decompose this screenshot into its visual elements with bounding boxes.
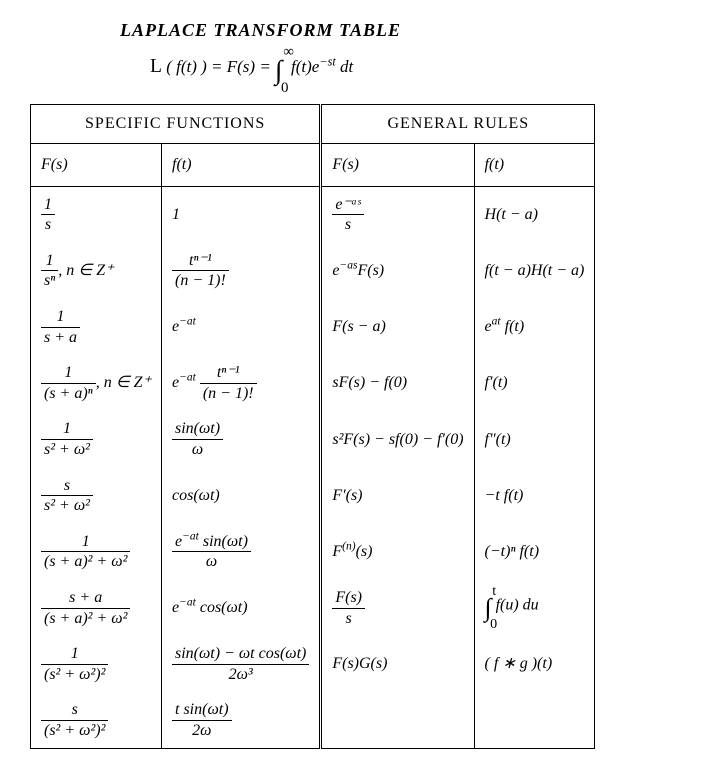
fs-cell: F′(s) <box>321 468 474 524</box>
fs-cell: s²F(s) − sf(0) − f′(0) <box>321 411 474 467</box>
fs-post: (s) <box>356 543 373 560</box>
general-header: GENERAL RULES <box>321 105 595 144</box>
fs-cell: sF(s) − f(0) <box>321 355 474 411</box>
fs-frac: 1(s² + ω²)² <box>41 645 108 683</box>
table-row: 1(s + a)ⁿ, n ∈ Z⁺ e−at tⁿ⁻¹(n − 1)! sF(s… <box>31 355 595 411</box>
fs-frac: 1sⁿ <box>41 252 58 290</box>
fs-frac: s(s² + ω²)² <box>41 701 108 739</box>
fs-pre: F <box>332 543 342 560</box>
table-row: 1s² + ω² sin(ωt)ω s²F(s) − sf(0) − f′(0)… <box>31 411 595 467</box>
table-row: ss² + ω² cos(ωt) F′(s) −t f(t) <box>31 468 595 524</box>
ft-cell: ( f ∗ g )(t) <box>474 636 595 692</box>
ft-pre: e <box>485 318 492 335</box>
ft-frac: tⁿ⁻¹(n − 1)! <box>200 364 257 402</box>
laplace-table: SPECIFIC FUNCTIONS GENERAL RULES F(s) f(… <box>30 104 595 749</box>
fs-frac: 1s <box>41 196 55 234</box>
fs-note: , n ∈ Z⁺ <box>58 262 113 279</box>
table-row: s(s² + ω²)² t sin(ωt)2ω <box>31 692 595 749</box>
table-row: 1s 1 e⁻ᵃˢs H(t − a) <box>31 186 595 243</box>
fs-frac: e⁻ᵃˢs <box>332 196 363 234</box>
int-body: f(u) du <box>496 597 539 614</box>
fs-frac: F(s)s <box>332 589 365 627</box>
ft-exp: −at <box>179 372 196 384</box>
ft-exp: −at <box>179 316 196 328</box>
fs-frac: 1(s + a)² + ω² <box>41 533 130 571</box>
definition-lhs: ( f(t) ) = F(s) = <box>166 57 271 76</box>
integral-sign: ∫0t <box>485 594 492 622</box>
table-row: 1(s² + ω²)² sin(ωt) − ωt cos(ωt)2ω³ F(s)… <box>31 636 595 692</box>
ft-exp: −at <box>179 597 196 609</box>
laplace-definition: L ( f(t) ) = F(s) = ∫0∞ f(t)e−st dt <box>150 55 695 86</box>
fs-exp: (n) <box>342 541 355 553</box>
empty-cell <box>321 692 474 749</box>
integrand: f(t)e <box>291 57 319 76</box>
col-Fs-specific: F(s) <box>31 144 162 187</box>
fs-post: F(s) <box>357 262 384 279</box>
col-Fs-general: F(s) <box>321 144 474 187</box>
table-row: 1(s + a)² + ω² e−at sin(ωt)ω F(n)(s) (−t… <box>31 524 595 580</box>
ft-frac: t sin(ωt)2ω <box>172 701 232 739</box>
column-header-row: F(s) f(t) F(s) f(t) <box>31 144 595 187</box>
ft-cell: f(t − a)H(t − a) <box>474 243 595 299</box>
section-header-row: SPECIFIC FUNCTIONS GENERAL RULES <box>31 105 595 144</box>
fs-cell: F(s)G(s) <box>321 636 474 692</box>
table-row: 1s + a e−at F(s − a) eat f(t) <box>31 299 595 355</box>
integrand-dt: dt <box>336 57 353 76</box>
fs-frac: 1s² + ω² <box>41 420 93 458</box>
col-ft-specific: f(t) <box>162 144 321 187</box>
ft-cell: cos(ωt) <box>162 468 321 524</box>
fs-cell: F(s − a) <box>321 299 474 355</box>
ft-cell: 1 <box>162 186 321 243</box>
specific-header: SPECIFIC FUNCTIONS <box>31 105 321 144</box>
integrand-exp: −st <box>319 55 335 69</box>
script-l: L <box>150 56 162 77</box>
ft-frac: tⁿ⁻¹(n − 1)! <box>172 252 229 290</box>
table-row: 1sⁿ, n ∈ Z⁺ tⁿ⁻¹(n − 1)! e−asF(s) f(t − … <box>31 243 595 299</box>
fs-frac: 1s + a <box>41 308 80 346</box>
col-ft-general: f(t) <box>474 144 595 187</box>
fs-frac: ss² + ω² <box>41 477 93 515</box>
fs-frac: 1(s + a)ⁿ <box>41 364 96 402</box>
integral-sign: ∫0∞ <box>275 55 282 86</box>
ft-post: cos(ωt) <box>196 599 248 616</box>
ft-exp: at <box>492 316 501 328</box>
ft-cell: H(t − a) <box>474 186 595 243</box>
ft-cell: (−t)ⁿ f(t) <box>474 524 595 580</box>
ft-cell: −t f(t) <box>474 468 595 524</box>
ft-frac: e−at sin(ωt)ω <box>172 533 251 571</box>
fs-frac: s + a(s + a)² + ω² <box>41 589 130 627</box>
fs-exp: −as <box>339 260 357 272</box>
ft-cell: f″(t) <box>474 411 595 467</box>
page-title: LAPLACE TRANSFORM TABLE <box>120 20 695 41</box>
ft-frac: sin(ωt)ω <box>172 420 223 458</box>
ft-post: f(t) <box>501 318 525 335</box>
empty-cell <box>474 692 595 749</box>
ft-cell: f′(t) <box>474 355 595 411</box>
table-row: s + a(s + a)² + ω² e−at cos(ωt) F(s)s ∫0… <box>31 580 595 636</box>
ft-frac: sin(ωt) − ωt cos(ωt)2ω³ <box>172 645 309 683</box>
fs-note: , n ∈ Z⁺ <box>96 374 151 391</box>
